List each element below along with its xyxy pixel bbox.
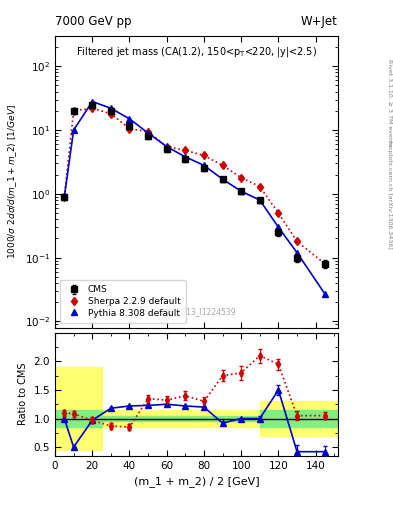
Sherpa 2.2.9 default: [164, 143, 169, 150]
Sherpa 2.2.9 default: [257, 183, 262, 189]
Pythia 8.308 default: [164, 143, 169, 150]
Pythia 8.308 default: [257, 197, 262, 203]
Text: W+Jet: W+Jet: [301, 15, 338, 28]
Pythia 8.308 default: [323, 291, 327, 297]
Text: Filtered jet mass (CA(1.2), 150<p$_{\rm T}$<220, |y|<2.5): Filtered jet mass (CA(1.2), 150<p$_{\rm …: [76, 45, 317, 58]
Pythia 8.308 default: [146, 130, 151, 136]
Sherpa 2.2.9 default: [202, 153, 206, 159]
Pythia 8.308 default: [127, 116, 132, 122]
Text: CMS_2013_I1224539: CMS_2013_I1224539: [157, 307, 236, 316]
Sherpa 2.2.9 default: [220, 162, 225, 168]
Sherpa 2.2.9 default: [108, 111, 113, 117]
Line: Pythia 8.308 default: Pythia 8.308 default: [61, 98, 328, 297]
Pythia 8.308 default: [295, 249, 299, 255]
Pythia 8.308 default: [62, 194, 67, 200]
Y-axis label: $1000/\sigma\ 2d\sigma/d(m\_1 + m\_2)\ [1/GeV]$: $1000/\sigma\ 2d\sigma/d(m\_1 + m\_2)\ […: [6, 104, 19, 259]
Sherpa 2.2.9 default: [90, 105, 95, 111]
Sherpa 2.2.9 default: [323, 261, 327, 267]
Text: Rivet 3.1.10, ≥ 3.7M events: Rivet 3.1.10, ≥ 3.7M events: [387, 58, 392, 146]
Pythia 8.308 default: [108, 105, 113, 111]
Pythia 8.308 default: [183, 154, 188, 160]
Sherpa 2.2.9 default: [71, 108, 76, 114]
X-axis label: (m_1 + m_2) / 2 [GeV]: (m_1 + m_2) / 2 [GeV]: [134, 476, 259, 487]
Sherpa 2.2.9 default: [183, 147, 188, 154]
Text: 7000 GeV pp: 7000 GeV pp: [55, 15, 132, 28]
Pythia 8.308 default: [239, 188, 244, 195]
Pythia 8.308 default: [220, 176, 225, 182]
Pythia 8.308 default: [202, 162, 206, 168]
Sherpa 2.2.9 default: [62, 194, 67, 200]
Sherpa 2.2.9 default: [239, 175, 244, 181]
Pythia 8.308 default: [276, 224, 281, 230]
Y-axis label: Ratio to CMS: Ratio to CMS: [18, 363, 28, 425]
Line: Sherpa 2.2.9 default: Sherpa 2.2.9 default: [61, 105, 328, 267]
Sherpa 2.2.9 default: [295, 238, 299, 244]
Legend: CMS, Sherpa 2.2.9 default, Pythia 8.308 default: CMS, Sherpa 2.2.9 default, Pythia 8.308 …: [59, 280, 185, 323]
Pythia 8.308 default: [90, 98, 95, 104]
Pythia 8.308 default: [71, 127, 76, 133]
Text: mcplots.cern.ch [arXiv:1306.3436]: mcplots.cern.ch [arXiv:1306.3436]: [387, 140, 392, 249]
Sherpa 2.2.9 default: [146, 129, 151, 135]
Sherpa 2.2.9 default: [276, 210, 281, 216]
Sherpa 2.2.9 default: [127, 125, 132, 132]
